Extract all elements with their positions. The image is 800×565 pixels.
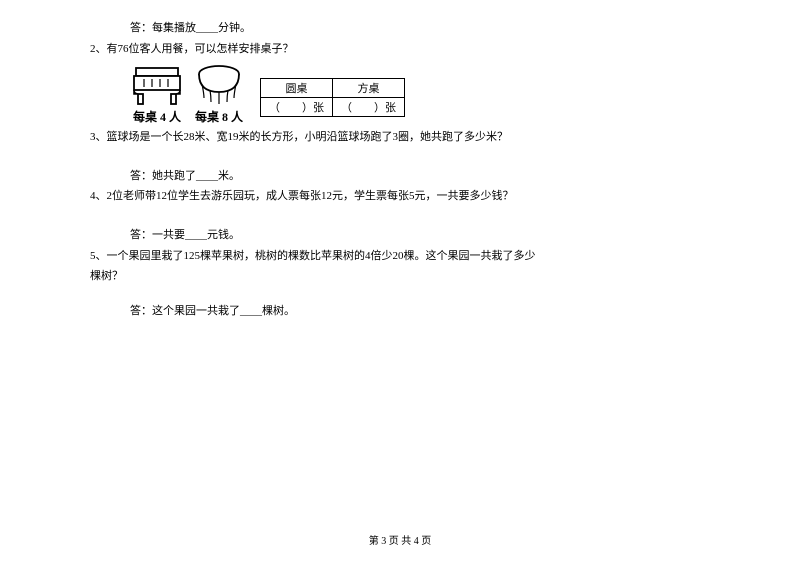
q4-answer: 答：一共要____元钱。 [90,227,710,245]
square-table-icon [130,64,184,106]
round-table-icon [192,64,246,106]
round-table-caption: 每桌 8 人 [195,108,243,125]
table-header-square: 方桌 [333,79,405,98]
q5-prompt-b: 棵树？ [90,268,710,286]
q4-prompt: 4、2位老师带12位学生去游乐园玩，成人票每张12元，学生票每张5元，一共要多少… [90,188,710,206]
table-cell-round: （ ）张 [261,98,333,117]
square-table-figure: 每桌 4 人 [130,64,184,125]
q1-answer-line: 答：每集播放____分钟。 [90,20,710,38]
square-table-caption: 每桌 4 人 [133,108,181,125]
arrangement-table: 圆桌 方桌 （ ）张 （ ）张 [260,78,405,117]
table-cell-square: （ ）张 [333,98,405,117]
round-table-figure: 每桌 8 人 [192,64,246,125]
table-header-round: 圆桌 [261,79,333,98]
q5-prompt-a: 5、一个果园里栽了125棵苹果树，桃树的棵数比苹果树的4倍少20棵。这个果园一共… [90,248,710,266]
q2-prompt: 2、有76位客人用餐，可以怎样安排桌子？ [90,41,710,59]
q5-answer: 答：这个果园一共栽了____棵树。 [90,303,710,321]
figures-row: 每桌 4 人 每桌 8 人 圆桌 方桌 （ ）张 （ ）张 [130,64,710,125]
q3-prompt: 3、篮球场是一个长28米、宽19米的长方形，小明沿篮球场跑了3圈，她共跑了多少米… [90,129,710,147]
page-footer: 第 3 页 共 4 页 [0,532,800,547]
q3-answer: 答：她共跑了____米。 [90,168,710,186]
